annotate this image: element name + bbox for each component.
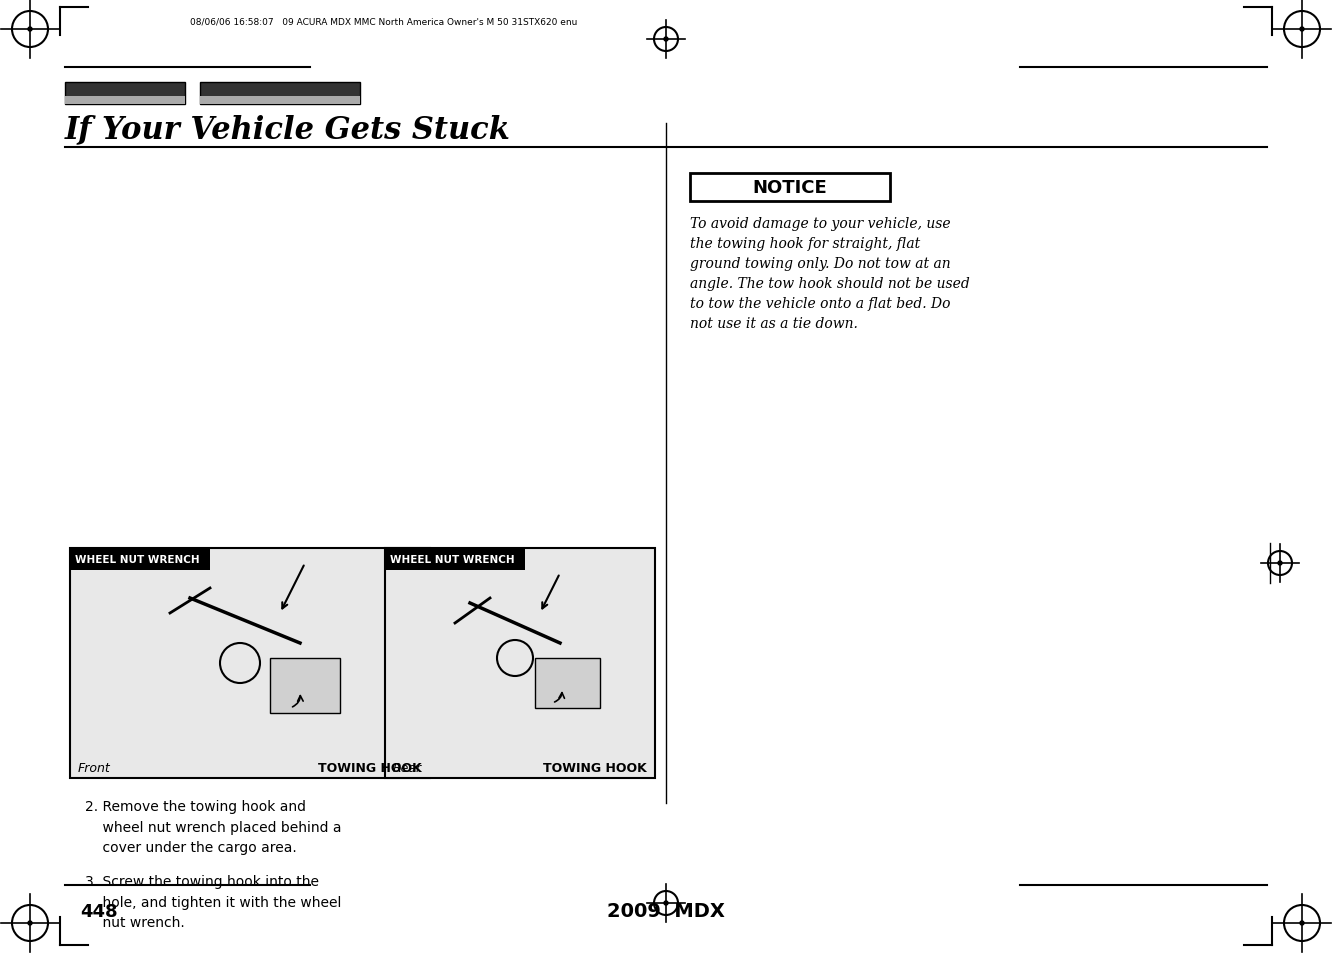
Bar (385, 548, 525, 571)
Text: 2009  MDX: 2009 MDX (607, 902, 725, 921)
Circle shape (663, 901, 669, 905)
Text: To avoid damage to your vehicle, use
the towing hook for straight, flat
ground t: To avoid damage to your vehicle, use the… (690, 216, 970, 331)
Circle shape (663, 38, 669, 42)
Circle shape (1300, 921, 1304, 925)
Bar (200, 97, 360, 105)
Bar (65, 97, 185, 105)
Circle shape (1300, 28, 1304, 32)
Bar (270, 659, 340, 713)
Text: 3. Screw the towing hook into the
    hole, and tighten it with the wheel
    nu: 3. Screw the towing hook into the hole, … (85, 874, 341, 929)
Text: WHEEL NUT WRENCH: WHEEL NUT WRENCH (75, 555, 200, 564)
Text: 448: 448 (80, 902, 117, 920)
Text: 08/06/06 16:58:07   09 ACURA MDX MMC North America Owner's M 50 31STX620 enu: 08/06/06 16:58:07 09 ACURA MDX MMC North… (190, 17, 577, 27)
Text: 2. Remove the towing hook and
    wheel nut wrench placed behind a
    cover und: 2. Remove the towing hook and wheel nut … (85, 800, 341, 854)
Bar (200, 83, 360, 105)
Text: WHEEL NUT WRENCH: WHEEL NUT WRENCH (390, 555, 514, 564)
Text: Front: Front (79, 761, 111, 775)
Bar (535, 659, 599, 708)
Text: If Your Vehicle Gets Stuck: If Your Vehicle Gets Stuck (65, 114, 511, 146)
Text: TOWING HOOK: TOWING HOOK (543, 761, 647, 775)
Bar (690, 173, 890, 202)
Text: NOTICE: NOTICE (753, 179, 827, 196)
Text: TOWING HOOK: TOWING HOOK (318, 761, 422, 775)
Bar (385, 548, 655, 779)
Bar (65, 83, 185, 105)
Text: Rear: Rear (393, 761, 422, 775)
Bar (71, 548, 430, 779)
Bar (71, 548, 210, 571)
Circle shape (28, 921, 32, 925)
Circle shape (1277, 561, 1281, 565)
Circle shape (28, 28, 32, 32)
